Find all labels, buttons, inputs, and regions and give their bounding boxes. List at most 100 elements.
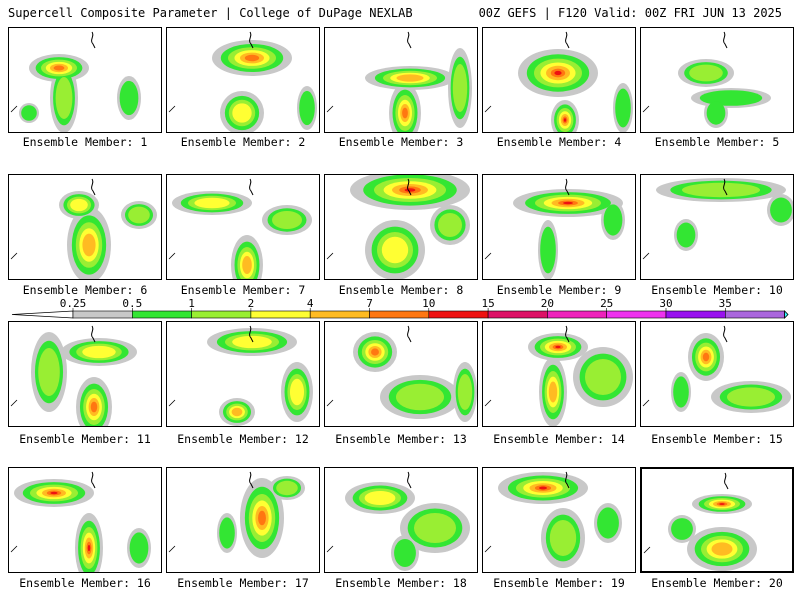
parameter-contour [90, 401, 98, 413]
member-label: Ensemble Member: 1 [22, 135, 148, 149]
parameter-contour [719, 503, 725, 505]
coastline [249, 31, 254, 49]
parameter-contour [597, 507, 619, 539]
colorbar-tick-label: 10 [422, 297, 435, 310]
coastline [249, 178, 254, 196]
parameter-contour [232, 335, 272, 349]
parameter-contour [689, 64, 723, 82]
parameter-contour [87, 544, 91, 552]
parameter-contour [219, 517, 235, 549]
coastline [168, 252, 176, 260]
colorbar-swatch [72, 310, 133, 319]
coastline [249, 325, 254, 343]
parameter-contour [414, 513, 456, 543]
coastline [10, 399, 18, 407]
parameter-contour [706, 101, 726, 125]
colorbar-max-arrow [784, 310, 789, 319]
parameter-contour [119, 80, 139, 116]
coastline [168, 545, 176, 553]
parameter-contour [232, 103, 252, 123]
member-map-14 [482, 321, 636, 427]
parameter-contour [396, 74, 424, 82]
member-map-12 [166, 321, 320, 427]
colorbar-swatch [724, 310, 785, 319]
parameter-contour [231, 407, 243, 417]
parameter-contour [770, 197, 792, 223]
member-label: Ensemble Member: 8 [338, 283, 464, 297]
parameter-contour [289, 378, 305, 406]
parameter-contour [711, 542, 733, 556]
parameter-contour [563, 201, 573, 205]
colorbar-tick-label: 35 [719, 297, 732, 310]
parameter-contour [549, 520, 577, 556]
coastline [565, 325, 570, 343]
member-label: Ensemble Member: 4 [496, 135, 622, 149]
coastline [168, 105, 176, 113]
parameter-contour [548, 381, 558, 403]
coastline [91, 325, 96, 343]
member-label: Ensemble Member: 2 [180, 135, 306, 149]
parameter-contour [555, 345, 561, 349]
coastline [91, 31, 96, 49]
member-map-2 [166, 27, 320, 133]
colorbar-tick-label: 4 [307, 297, 314, 310]
coastline [484, 545, 492, 553]
coastline [724, 472, 729, 490]
coastline [723, 31, 728, 49]
chart-title: Supercell Composite Parameter | College … [8, 6, 413, 20]
parameter-contour [554, 70, 562, 76]
coastline [407, 31, 412, 49]
parameter-contour [82, 233, 96, 257]
colorbar-tick-label: 2 [248, 297, 255, 310]
coastline [326, 105, 334, 113]
parameter-contour [438, 213, 462, 237]
coastline [642, 105, 650, 113]
parameter-contour [540, 226, 556, 274]
coastline [326, 399, 334, 407]
parameter-contour [585, 359, 621, 395]
colorbar-tick-label: 1 [188, 297, 195, 310]
coastline [326, 252, 334, 260]
colorbar-min-arrow [11, 310, 74, 319]
parameter-contour [402, 107, 408, 119]
parameter-contour [299, 90, 315, 126]
parameter-contour [128, 206, 150, 224]
coastline [10, 105, 18, 113]
parameter-contour [671, 518, 693, 540]
member-map-19 [482, 467, 636, 573]
member-map-8 [324, 174, 478, 280]
coastline [249, 471, 254, 489]
coastline [723, 325, 728, 343]
coastline [10, 545, 18, 553]
member-map-5 [640, 27, 794, 133]
coastline [10, 252, 18, 260]
colorbar-tick-label: 25 [600, 297, 613, 310]
coastline [565, 31, 570, 49]
parameter-contour [55, 77, 73, 119]
member-map-9 [482, 174, 636, 280]
parameter-contour [727, 387, 775, 407]
coastline [407, 471, 412, 489]
coastline [326, 545, 334, 553]
coastline [484, 252, 492, 260]
member-label: Ensemble Member: 19 [493, 576, 625, 590]
parameter-contour [272, 211, 302, 229]
colorbar-tick-label: 0.5 [122, 297, 142, 310]
parameter-contour [242, 256, 252, 274]
parameter-contour [538, 486, 548, 490]
coastline [723, 178, 728, 196]
member-label: Ensemble Member: 12 [177, 432, 309, 446]
member-map-15 [640, 321, 794, 427]
parameter-contour [702, 352, 710, 362]
colorbar-tick-label: 20 [541, 297, 554, 310]
member-map-17 [166, 467, 320, 573]
coastline [407, 325, 412, 343]
parameter-contour [82, 345, 116, 359]
parameter-contour [38, 348, 60, 396]
colorbar-tick-label: 0.25 [60, 297, 87, 310]
member-label: Ensemble Member: 6 [22, 283, 148, 297]
coastline [91, 471, 96, 489]
parameter-contour [244, 54, 260, 62]
colorbar-tick-label: 15 [481, 297, 494, 310]
parameter-contour [673, 376, 689, 408]
